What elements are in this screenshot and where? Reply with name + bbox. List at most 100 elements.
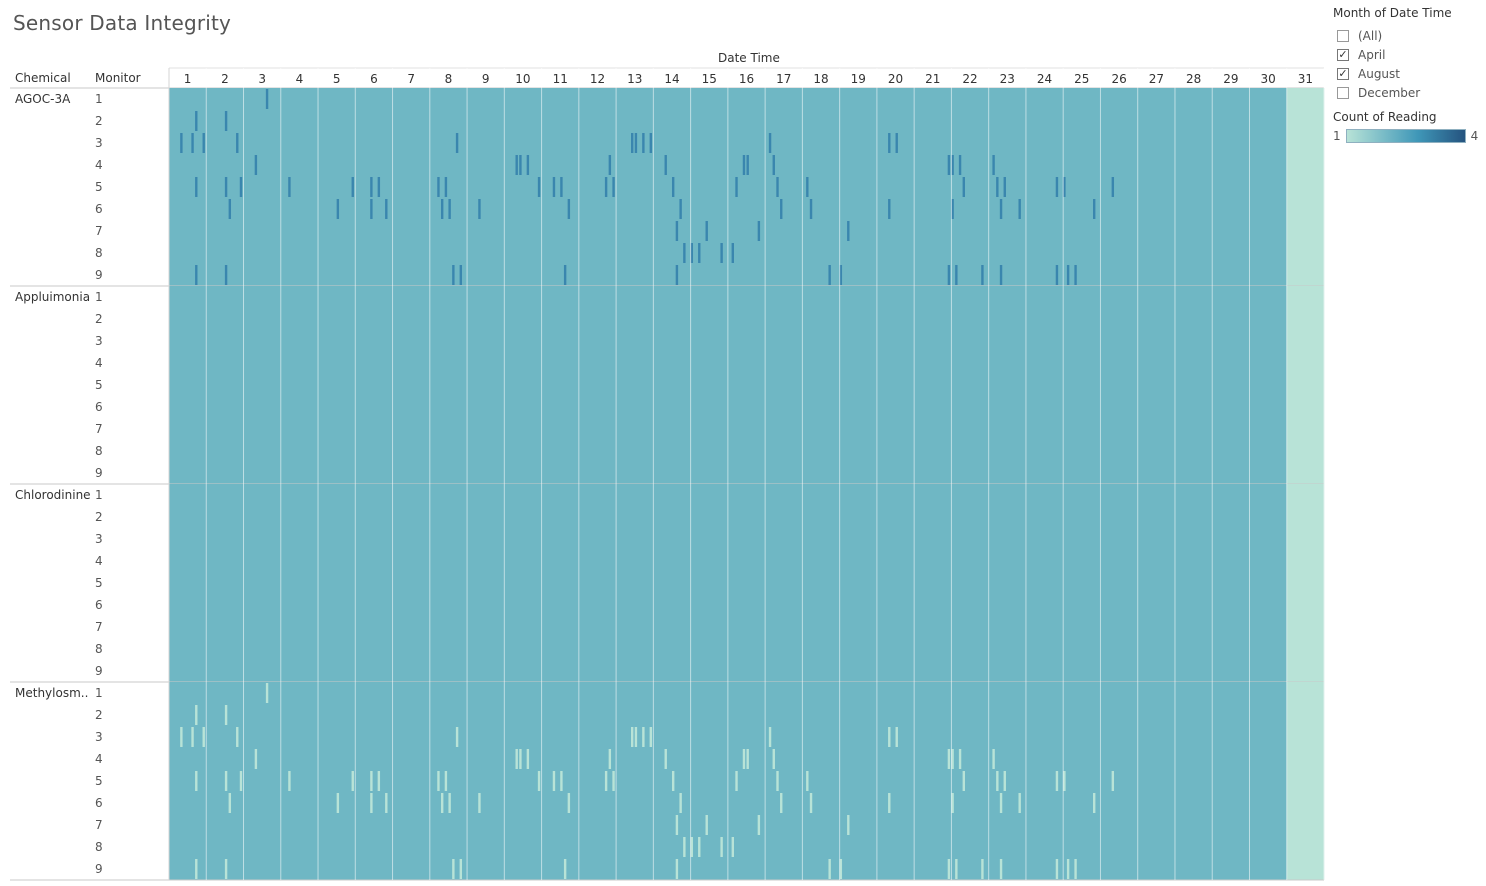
heatmap-cell [280, 286, 319, 484]
month-filter-option[interactable]: December [1333, 83, 1483, 102]
anomaly-mark [563, 265, 567, 285]
month-filter-option-label: April [1358, 47, 1386, 62]
heatmap-cell [1174, 484, 1213, 682]
day-tick-label: 29 [1223, 72, 1238, 86]
heatmap-cell [988, 682, 1027, 880]
day-tick-label: 2 [221, 72, 229, 86]
heatmap-cell [839, 286, 878, 484]
anomaly-mark [847, 815, 850, 835]
anomaly-mark [981, 859, 984, 879]
anomaly-mark [265, 683, 269, 703]
heatmap-cell [876, 484, 915, 682]
anomaly-mark [236, 727, 239, 747]
anomaly-mark [981, 265, 984, 285]
anomaly-mark [351, 771, 354, 791]
heatmap-cell [1100, 682, 1139, 880]
heatmap-cell [1137, 286, 1176, 484]
heatmap-cell [280, 484, 319, 682]
anomaly-mark [202, 133, 205, 153]
anomaly-mark [526, 749, 530, 769]
monitor-label: 4 [95, 752, 103, 766]
heatmap-cell [206, 484, 245, 682]
heatmap-cell [727, 88, 766, 286]
checkbox[interactable] [1337, 29, 1349, 42]
anomaly-mark [768, 133, 772, 153]
anomaly-mark [847, 221, 850, 241]
x-axis-title: Date Time [718, 51, 780, 65]
heatmap-cell [765, 88, 803, 286]
heatmap-cell [1212, 88, 1250, 286]
anomaly-mark [478, 793, 481, 813]
heatmap-cell [206, 286, 245, 484]
heatmap-cell [1249, 286, 1288, 484]
anomaly-mark [224, 771, 228, 791]
anomaly-mark [526, 155, 530, 175]
heatmap-cell [988, 484, 1027, 682]
anomaly-mark [195, 265, 198, 285]
monitor-label: 8 [95, 642, 103, 656]
anomaly-mark [552, 177, 556, 197]
month-filter-option[interactable]: (All) [1333, 26, 1483, 45]
checkbox[interactable]: ✓ [1337, 67, 1349, 80]
month-filter-option[interactable]: ✓ August [1333, 64, 1483, 83]
heatmap-cell [578, 484, 617, 682]
anomaly-mark [705, 221, 708, 241]
monitor-label: 5 [95, 378, 103, 392]
anomaly-mark [664, 749, 667, 769]
heatmap-cell [876, 88, 915, 286]
monitor-label: 4 [95, 356, 103, 370]
anomaly-mark [455, 727, 459, 747]
anomaly-mark [1003, 771, 1006, 791]
checkbox[interactable]: ✓ [1337, 48, 1349, 61]
anomaly-mark [228, 793, 232, 813]
monitor-label: 2 [95, 510, 103, 524]
heatmap-cell [1137, 88, 1176, 286]
heatmap-cell [802, 88, 841, 286]
anomaly-mark [552, 771, 556, 791]
day-tick-label: 25 [1074, 72, 1089, 86]
heatmap-cell [1100, 286, 1139, 484]
heatmap-cell [392, 484, 431, 682]
heatmap-cell [951, 484, 990, 682]
heatmap-cell [802, 484, 841, 682]
checkbox[interactable] [1337, 86, 1349, 99]
monitor-label: 5 [95, 180, 103, 194]
heatmap-chart: 1 2 3 4 5 6 7 8 9 10 11 12 13 14 15 16 17 18 19 20 21 22 23 24 2… [10, 67, 1325, 881]
heatmap-cell [355, 286, 394, 484]
anomaly-mark [239, 771, 243, 791]
monitor-label: 1 [95, 290, 103, 304]
month-filter-option[interactable]: ✓ April [1333, 45, 1483, 64]
anomaly-mark [731, 837, 734, 857]
month-filter: (All) ✓ April ✓ August December [1333, 26, 1483, 102]
anomaly-mark [377, 771, 381, 791]
color-legend: 1 4 [1333, 129, 1483, 143]
day-tick-label: 24 [1037, 72, 1052, 86]
heatmap-cell [802, 286, 841, 484]
anomaly-mark [742, 749, 746, 769]
anomaly-mark [604, 771, 608, 791]
anomaly-mark [288, 771, 291, 791]
anomaly-mark [679, 793, 682, 813]
anomaly-mark [1093, 199, 1096, 219]
heatmap-cell [914, 484, 952, 682]
color-scale-bar [1345, 129, 1466, 143]
anomaly-mark [385, 199, 388, 219]
anomaly-mark [955, 859, 958, 879]
anomaly-mark [675, 221, 679, 241]
heatmap-cell [504, 286, 543, 484]
anomaly-mark [642, 133, 645, 153]
heatmap-cell [392, 286, 431, 484]
anomaly-mark [440, 793, 444, 813]
anomaly-mark [888, 793, 891, 813]
heatmap-cell [1286, 682, 1325, 880]
heatmap-cell [1100, 88, 1139, 286]
monitor-label: 3 [95, 730, 103, 744]
heatmap-cell [243, 484, 282, 682]
heatmap-cell [467, 286, 505, 484]
monitor-label: 1 [95, 488, 103, 502]
monitor-label: 6 [95, 796, 103, 810]
heatmap-cell [951, 88, 990, 286]
heatmap-cell [169, 286, 207, 484]
anomaly-mark [735, 177, 738, 197]
monitor-label: 8 [95, 246, 103, 260]
